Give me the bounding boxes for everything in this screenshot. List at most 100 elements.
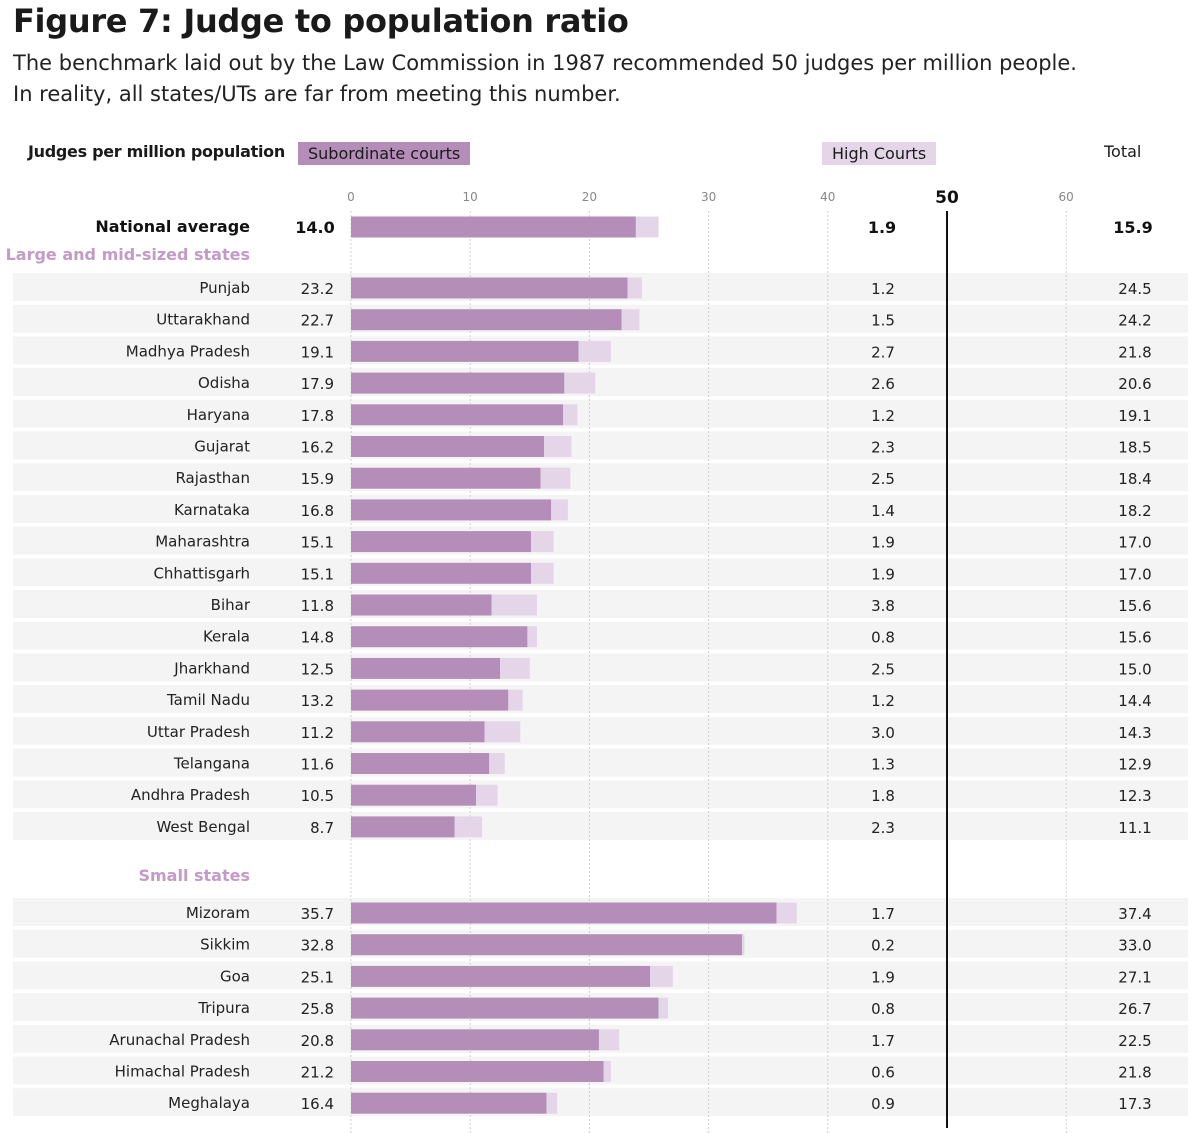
high-court-bar (627, 277, 642, 299)
total-value: 15.6 (1118, 597, 1151, 615)
subordinate-value: 10.5 (301, 787, 334, 805)
high-court-value: 0.2 (871, 937, 895, 955)
section-label-large-states: Large and mid-sized states (6, 245, 250, 264)
subordinate-value: 22.7 (301, 312, 334, 330)
subordinate-bar (351, 784, 477, 806)
row-background (13, 399, 1188, 428)
subordinate-bar (351, 816, 455, 838)
national-average-total-value: 15.9 (1113, 218, 1152, 237)
subordinate-value: 11.6 (301, 756, 334, 774)
high-court-value: 1.3 (871, 756, 895, 774)
row-background (13, 494, 1188, 523)
total-value: 33.0 (1118, 937, 1151, 955)
high-court-value: 2.6 (871, 375, 895, 393)
subordinate-bar (351, 594, 492, 616)
total-value: 18.4 (1118, 470, 1151, 488)
national-average-high-court-value: 1.9 (868, 218, 896, 237)
high-court-value: 2.3 (871, 819, 895, 837)
figure-title: Figure 7: Judge to population ratio (13, 2, 629, 40)
high-court-value: 1.4 (871, 502, 895, 520)
high-court-value: 0.8 (871, 1000, 895, 1018)
subordinate-bar (351, 340, 579, 362)
subordinate-value: 15.1 (301, 534, 334, 552)
state-label: Sikkim (200, 936, 250, 954)
subordinate-value: 8.7 (310, 819, 334, 837)
high-court-bar (546, 1092, 558, 1114)
subordinate-value: 20.8 (301, 1032, 334, 1050)
high-court-bar (564, 372, 596, 394)
figure-subtitle: The benchmark laid out by the Law Commis… (13, 51, 1077, 106)
state-label: Rajasthan (175, 469, 250, 487)
subordinate-value: 16.2 (301, 439, 334, 457)
high-court-bar (530, 531, 554, 553)
subordinate-bar (351, 562, 531, 584)
total-value: 18.5 (1118, 439, 1151, 457)
state-label: Madhya Pradesh (126, 342, 250, 360)
state-label: Himachal Pradesh (115, 1063, 250, 1081)
total-value: 12.9 (1118, 756, 1151, 774)
high-court-bar (540, 467, 571, 489)
tick-label: 40 (820, 190, 835, 204)
subordinate-value: 35.7 (301, 905, 334, 923)
row-background (13, 590, 1188, 618)
row-background (13, 748, 1188, 777)
high-court-value: 0.9 (871, 1095, 895, 1113)
subordinate-value: 13.2 (301, 692, 334, 710)
subordinate-value: 32.8 (301, 937, 334, 955)
state-label: Gujarat (194, 438, 250, 456)
subordinate-value: 21.2 (301, 1064, 334, 1082)
state-label: Goa (220, 967, 250, 985)
row-background (13, 526, 1188, 555)
subordinate-bar (351, 689, 509, 711)
total-value: 15.6 (1118, 629, 1151, 647)
subordinate-value: 15.1 (301, 565, 334, 583)
subordinate-value: 11.8 (301, 597, 334, 615)
high-court-bar (476, 784, 498, 806)
state-label: Telangana (173, 755, 250, 773)
subordinate-value: 14.8 (301, 629, 334, 647)
subordinate-value: 25.8 (301, 1000, 334, 1018)
high-court-bar (530, 562, 554, 584)
subordinate-value: 11.2 (301, 724, 334, 742)
state-label: West Bengal (156, 818, 250, 836)
subordinate-bar (351, 721, 485, 743)
total-value: 21.8 (1118, 343, 1151, 361)
state-label: Odisha (198, 374, 250, 392)
state-label: Haryana (187, 406, 250, 424)
state-label: Punjab (199, 279, 250, 297)
high-court-value: 1.9 (871, 534, 895, 552)
subordinate-bar (351, 657, 500, 679)
high-court-value: 1.5 (871, 312, 895, 330)
total-value: 15.0 (1118, 660, 1151, 678)
subordinate-bar (351, 753, 490, 774)
subordinate-bar (351, 997, 659, 1019)
total-value: 12.3 (1118, 787, 1151, 805)
total-value: 27.1 (1118, 968, 1151, 986)
row-background (13, 716, 1188, 745)
subordinate-bar (351, 277, 628, 299)
total-column-header: Total (1104, 142, 1142, 161)
high-court-bar (544, 436, 572, 457)
high-court-value: 2.7 (871, 343, 895, 361)
row-background (13, 368, 1188, 397)
tick-label: 20 (582, 190, 597, 204)
total-value: 17.0 (1118, 565, 1151, 583)
high-court-value: 1.8 (871, 787, 895, 805)
high-court-bar (598, 1029, 620, 1051)
state-label: Bihar (211, 596, 251, 614)
subordinate-value: 16.8 (301, 502, 334, 520)
high-court-bar (551, 499, 568, 521)
state-label: Andhra Pradesh (131, 786, 250, 804)
total-value: 24.2 (1118, 312, 1151, 330)
high-court-value: 0.6 (871, 1064, 895, 1082)
subordinate-bar (351, 531, 531, 553)
high-court-bar (776, 902, 797, 924)
subordinate-bar (351, 499, 552, 521)
subordinate-value: 17.8 (301, 407, 334, 425)
subordinate-bar (351, 1061, 604, 1082)
state-label: Arunachal Pradesh (109, 1031, 250, 1049)
high-court-bar (484, 721, 521, 743)
row-background (13, 621, 1188, 650)
high-court-bar (527, 626, 537, 648)
